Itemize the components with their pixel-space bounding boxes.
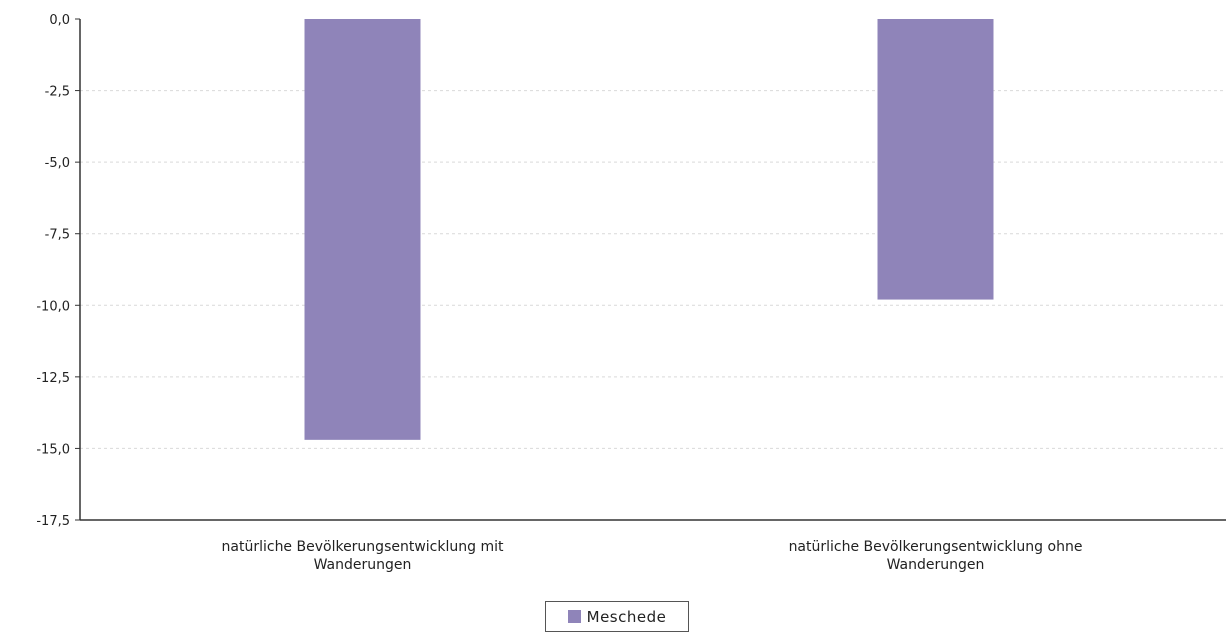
x-category-label: natürliche Bevölkerungsentwicklung ohne W… bbox=[789, 539, 1083, 573]
legend: Meschede bbox=[545, 601, 689, 632]
y-tick-label: -12,5 bbox=[36, 371, 70, 386]
bars bbox=[304, 19, 994, 440]
y-tick-label: -10,0 bbox=[36, 299, 70, 314]
y-tick-label: -17,5 bbox=[36, 514, 70, 529]
y-tick-label: -7,5 bbox=[45, 228, 70, 243]
y-tick-label: -15,0 bbox=[36, 442, 70, 457]
bar bbox=[877, 19, 994, 300]
x-category-label: natürliche Bevölkerungsentwicklung mit Wa… bbox=[222, 539, 504, 573]
legend-swatch bbox=[567, 610, 581, 623]
bar-chart: 0,0 -2,5 -5,0 -7,5 -10,0 -12,5 -15,0 -17,5 natü… bbox=[36, 13, 1226, 573]
y-axis-ticks: 0,0 -2,5 -5,0 -7,5 -10,0 -12,5 -15,0 -17,5 bbox=[36, 13, 80, 529]
x-axis-labels: natürliche Bevölkerungsentwicklung mit Wa… bbox=[222, 539, 1083, 573]
y-tick-label: 0,0 bbox=[49, 13, 70, 28]
y-tick-label: -2,5 bbox=[45, 85, 70, 100]
gridlines bbox=[80, 90, 1226, 449]
bar bbox=[304, 19, 421, 440]
y-tick-label: -5,0 bbox=[45, 156, 70, 171]
legend-label-meschede: Meschede bbox=[586, 607, 667, 626]
